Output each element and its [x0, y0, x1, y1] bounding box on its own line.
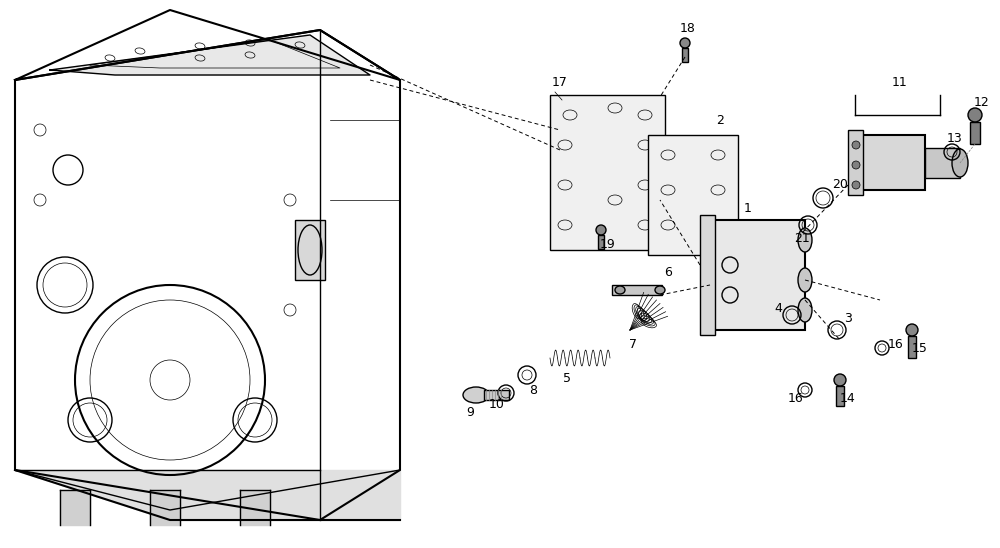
Bar — [682, 48, 688, 62]
Text: 19: 19 — [600, 238, 616, 252]
Bar — [836, 386, 844, 406]
Text: 4: 4 — [774, 301, 782, 315]
Text: 3: 3 — [844, 311, 852, 324]
Text: 16: 16 — [788, 391, 804, 404]
Text: 15: 15 — [912, 341, 928, 355]
Ellipse shape — [798, 228, 812, 252]
Polygon shape — [150, 490, 180, 525]
Ellipse shape — [596, 225, 606, 235]
Text: 12: 12 — [974, 95, 990, 109]
Ellipse shape — [798, 268, 812, 292]
Polygon shape — [50, 35, 370, 75]
Bar — [925, 148, 960, 178]
Text: 13: 13 — [947, 132, 963, 145]
Bar — [484, 390, 509, 400]
Bar — [612, 285, 662, 295]
Text: 6: 6 — [664, 265, 672, 278]
Ellipse shape — [615, 286, 625, 294]
Bar — [908, 336, 916, 358]
Ellipse shape — [952, 149, 968, 177]
Polygon shape — [15, 470, 400, 520]
Text: 20: 20 — [832, 179, 848, 191]
Bar — [598, 235, 604, 249]
Bar — [710, 220, 805, 330]
Ellipse shape — [680, 38, 690, 48]
Text: 9: 9 — [466, 406, 474, 419]
Bar — [970, 122, 980, 144]
Bar — [648, 135, 738, 255]
Text: 5: 5 — [563, 372, 571, 385]
Bar — [855, 135, 925, 190]
Text: 7: 7 — [629, 339, 637, 351]
Ellipse shape — [906, 324, 918, 336]
Ellipse shape — [834, 374, 846, 386]
Ellipse shape — [852, 161, 860, 169]
Text: 2: 2 — [716, 113, 724, 127]
Polygon shape — [60, 490, 90, 525]
Text: 16: 16 — [888, 339, 904, 351]
Text: 17: 17 — [552, 77, 568, 89]
Text: 18: 18 — [680, 21, 696, 35]
Polygon shape — [240, 490, 270, 525]
Ellipse shape — [852, 141, 860, 149]
Ellipse shape — [463, 387, 489, 403]
Text: 11: 11 — [892, 76, 908, 88]
Text: 21: 21 — [794, 231, 810, 244]
Bar — [295, 220, 325, 280]
Bar — [700, 215, 715, 335]
Text: 10: 10 — [489, 398, 505, 412]
Text: 14: 14 — [840, 391, 856, 404]
Ellipse shape — [655, 286, 665, 294]
Text: 8: 8 — [529, 384, 537, 397]
Ellipse shape — [798, 298, 812, 322]
Bar — [550, 95, 665, 250]
Bar — [848, 130, 863, 195]
Ellipse shape — [852, 181, 860, 189]
Text: 1: 1 — [744, 202, 752, 214]
Ellipse shape — [968, 108, 982, 122]
